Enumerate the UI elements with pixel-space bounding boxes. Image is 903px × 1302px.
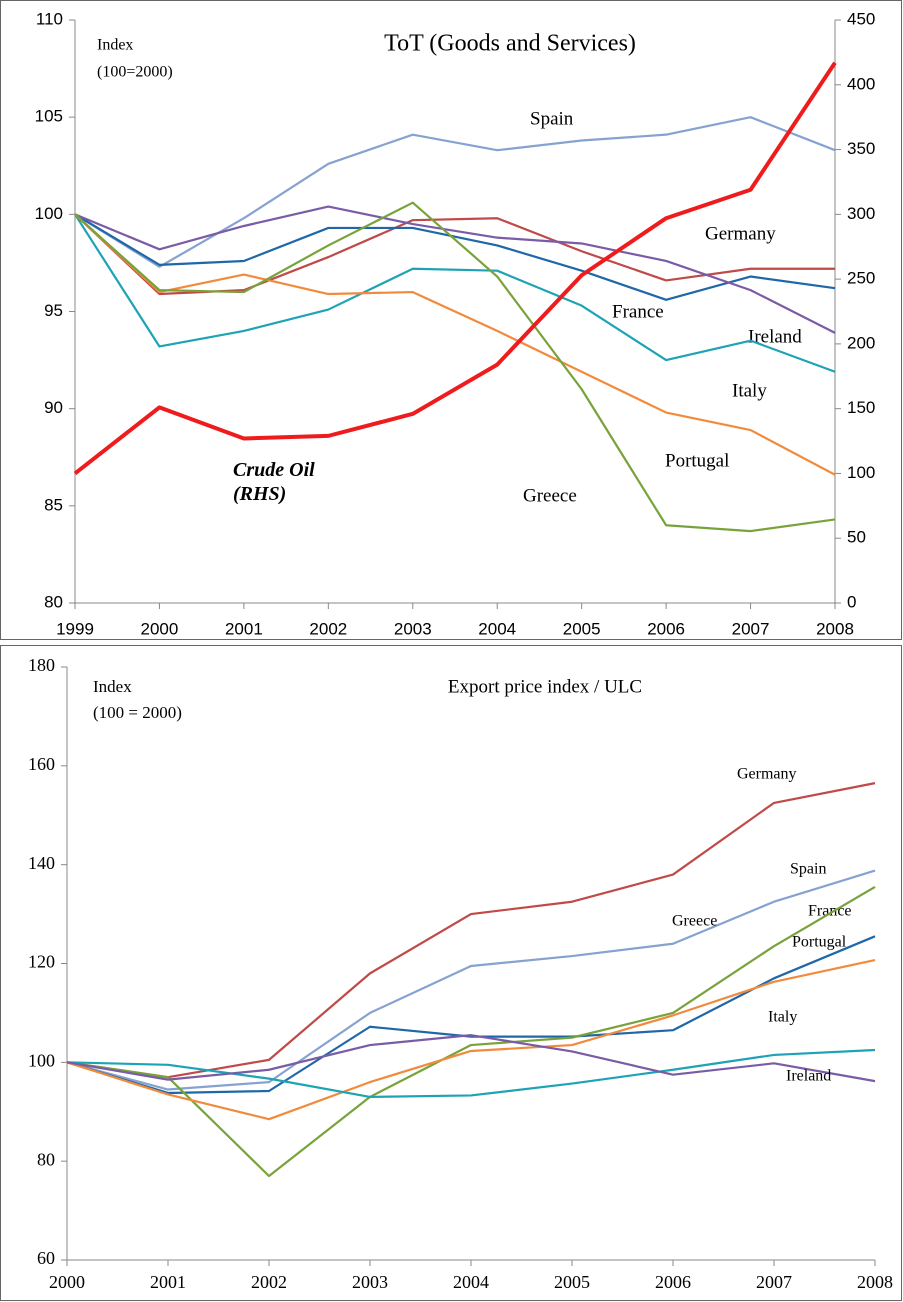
x-tick-label: 2005 xyxy=(554,1272,590,1292)
frame-top xyxy=(0,0,902,640)
series-label: Ireland xyxy=(786,1068,831,1085)
series-line xyxy=(73,61,837,476)
x-tick-label: 2004 xyxy=(478,619,516,638)
y2-tick-label: 200 xyxy=(847,333,875,352)
y-tick-label: 160 xyxy=(28,754,55,774)
y2-tick-label: 50 xyxy=(847,528,866,547)
y-tick-label: 80 xyxy=(44,592,63,611)
y-tick-label: 85 xyxy=(44,495,63,514)
x-tick-label: 2006 xyxy=(647,619,685,638)
x-tick-label: 2002 xyxy=(251,1272,287,1292)
y-tick-label: 180 xyxy=(28,655,55,675)
x-tick-label: 2005 xyxy=(563,619,601,638)
series-label: Germany xyxy=(737,766,797,783)
x-tick-label: 2001 xyxy=(225,619,263,638)
x-tick-label: 2008 xyxy=(816,619,854,638)
series-label: Germany xyxy=(705,223,776,244)
chart-title: Export price index / ULC xyxy=(448,676,642,697)
series-label: Spain xyxy=(790,861,826,878)
x-tick-label: 1999 xyxy=(56,619,94,638)
series-line xyxy=(66,869,876,1091)
y2-tick-label: 450 xyxy=(847,9,875,28)
y-tick-label: 105 xyxy=(35,107,63,126)
x-tick-label: 2006 xyxy=(655,1272,691,1292)
annotation: Index xyxy=(93,677,132,696)
y2-tick-label: 250 xyxy=(847,269,875,288)
series-line xyxy=(66,958,876,1121)
series-line xyxy=(74,213,836,301)
x-tick-label: 2008 xyxy=(857,1272,893,1292)
y-tick-label: 110 xyxy=(36,9,63,28)
series-line xyxy=(66,885,876,1178)
series-label: France xyxy=(612,301,664,322)
series-line xyxy=(74,213,836,373)
y2-tick-label: 150 xyxy=(847,398,875,417)
y2-tick-label: 300 xyxy=(847,204,875,223)
y-tick-label: 140 xyxy=(28,853,55,873)
chart-title: ToT (Goods and Services) xyxy=(384,31,636,57)
y2-tick-label: 400 xyxy=(847,74,875,93)
series-line xyxy=(66,935,876,1095)
x-tick-label: 2002 xyxy=(309,619,347,638)
series-line xyxy=(74,116,836,268)
x-tick-label: 2007 xyxy=(756,1272,792,1292)
x-tick-label: 2003 xyxy=(394,619,432,638)
x-tick-label: 2004 xyxy=(453,1272,489,1292)
y-tick-label: 120 xyxy=(28,952,55,972)
x-tick-label: 2000 xyxy=(141,619,179,638)
y-tick-label: 100 xyxy=(28,1050,55,1070)
series-line xyxy=(66,782,876,1079)
series-label: Italy xyxy=(768,1009,797,1026)
annotation: (100 = 2000) xyxy=(93,703,182,722)
series-label: Ireland xyxy=(748,326,802,347)
y-tick-label: 60 xyxy=(37,1248,55,1268)
series-line xyxy=(74,201,836,533)
series-label: Greece xyxy=(523,485,577,506)
y-tick-label: 90 xyxy=(44,398,63,417)
x-tick-label: 2007 xyxy=(732,619,770,638)
y-tick-label: 80 xyxy=(37,1149,55,1169)
y2-tick-label: 100 xyxy=(847,463,875,482)
x-tick-label: 2003 xyxy=(352,1272,388,1292)
y-tick-label: 100 xyxy=(35,204,63,223)
series-line xyxy=(66,1034,876,1083)
frame-bottom xyxy=(0,645,902,1301)
series-line xyxy=(74,213,836,476)
series-line xyxy=(74,205,836,334)
series-label: Portugal xyxy=(665,450,729,471)
series-label: Spain xyxy=(530,108,574,129)
y-tick-label: 95 xyxy=(44,301,63,320)
series-label: Greece xyxy=(672,913,717,930)
y2-tick-label: 350 xyxy=(847,139,875,158)
y2-tick-label: 0 xyxy=(847,592,856,611)
series-line xyxy=(66,1048,876,1099)
annotation: (100=2000) xyxy=(97,64,173,81)
series-label: Portugal xyxy=(792,934,847,951)
series-label: Crude Oil (RHS) xyxy=(233,459,315,505)
series-label: Italy xyxy=(732,380,767,401)
x-tick-label: 2001 xyxy=(150,1272,186,1292)
x-tick-label: 2000 xyxy=(49,1272,85,1292)
annotation: Index xyxy=(97,37,133,54)
